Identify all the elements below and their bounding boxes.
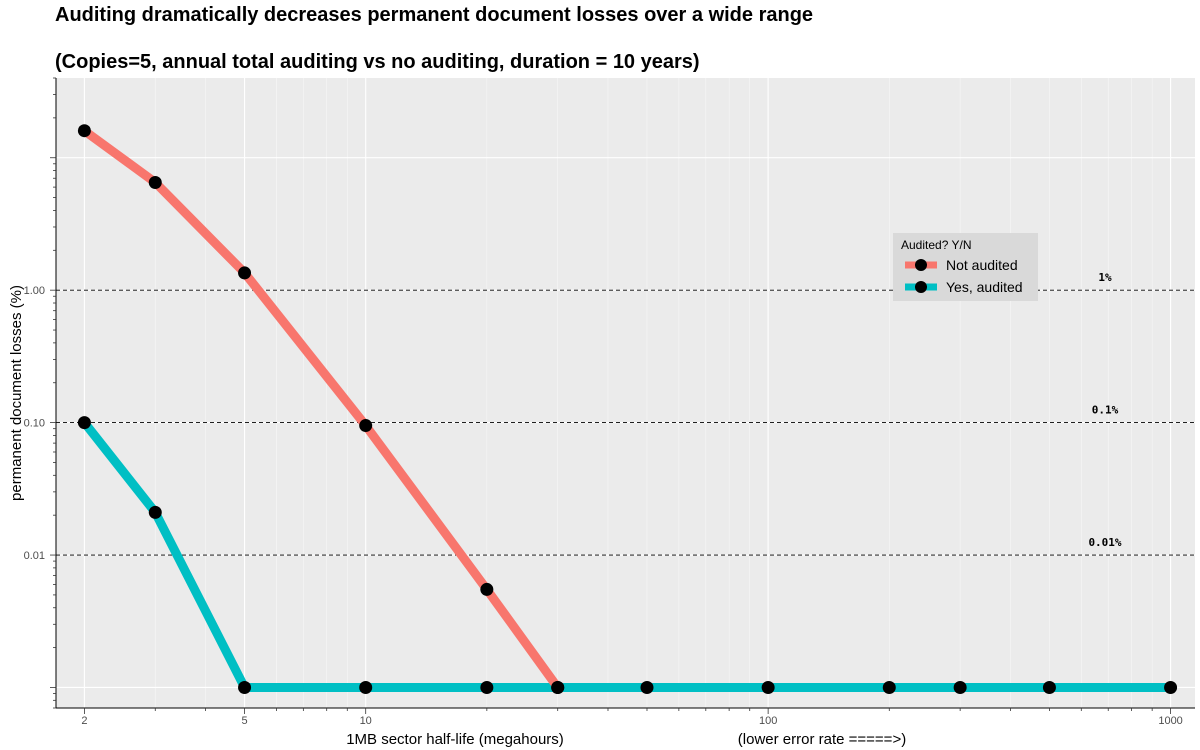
reference-line-labels: 1% 0.1% 0.01% <box>1088 271 1121 549</box>
data-point <box>1164 680 1178 694</box>
legend-key-not-audited-point <box>915 259 927 271</box>
x-axis-label-right: (lower error rate =====>) <box>738 731 906 748</box>
data-point <box>640 680 654 694</box>
y-axis-label: permanent document losses (%) <box>8 285 25 501</box>
data-point <box>1042 680 1056 694</box>
chart-title: Auditing dramatically decreases permanen… <box>55 4 814 26</box>
plot-panel <box>56 78 1195 708</box>
y-tick-label: 0.01 <box>24 550 45 562</box>
series-line <box>80 419 1171 692</box>
data-point <box>148 505 162 519</box>
data-point <box>148 176 162 190</box>
data-point <box>480 680 494 694</box>
legend-label-not-audited: Not audited <box>946 257 1018 273</box>
data-point <box>77 124 91 138</box>
reference-line-label: 0.01% <box>1088 536 1121 549</box>
x-tick-label: 100 <box>759 715 777 727</box>
x-axis-label: 1MB sector half-life (megahours) <box>346 731 564 748</box>
x-tick-label: 5 <box>241 715 247 727</box>
x-tick-label: 2 <box>81 715 87 727</box>
data-point <box>480 582 494 596</box>
x-tick-label: 1000 <box>1158 715 1182 727</box>
data-point <box>551 680 565 694</box>
x-tick-labels: 2 5 10 100 1000 <box>81 715 1182 727</box>
y-tick-label: 0.10 <box>24 418 45 430</box>
reference-line-label: 0.1% <box>1092 404 1119 417</box>
x-tick-label: 10 <box>360 715 372 727</box>
data-point <box>761 680 775 694</box>
data-point <box>238 680 252 694</box>
y-tick-label: 1.00 <box>24 285 45 297</box>
chart-subtitle: (Copies=5, annual total auditing vs no a… <box>55 51 700 73</box>
data-point <box>882 680 896 694</box>
data-point <box>238 266 252 280</box>
axes <box>50 77 1195 714</box>
legend-title: Audited? Y/N <box>901 238 972 252</box>
data-point <box>359 419 373 433</box>
reference-lines <box>56 289 1195 556</box>
reference-line-label: 1% <box>1098 271 1112 284</box>
data-point <box>359 680 373 694</box>
legend-key-audited-point <box>915 281 927 293</box>
series-lines <box>80 127 1171 692</box>
data-point <box>77 416 91 430</box>
data-point <box>953 680 967 694</box>
legend: Audited? Y/N Not audited Yes, audited <box>893 233 1038 301</box>
legend-label-audited: Yes, audited <box>946 279 1023 295</box>
series-points <box>77 124 1178 694</box>
y-tick-labels: 0.01 0.10 1.00 <box>24 285 45 562</box>
series-line <box>81 127 562 691</box>
